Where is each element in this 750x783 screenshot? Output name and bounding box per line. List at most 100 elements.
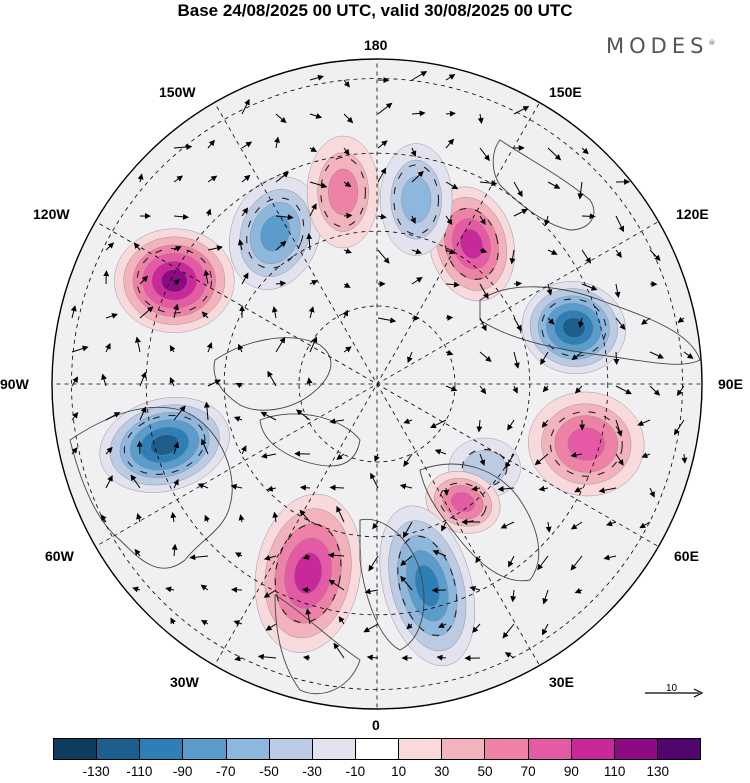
wind-vector xyxy=(615,453,624,466)
wind-vector xyxy=(615,317,626,330)
map-border xyxy=(51,58,703,710)
wind-vector xyxy=(135,336,141,353)
wind-vector xyxy=(471,485,481,492)
wind-vector xyxy=(434,449,447,455)
scandinavia-low-anomaly xyxy=(379,505,476,667)
wind-vector xyxy=(399,483,413,490)
anomaly-band xyxy=(460,228,483,259)
wind-vector xyxy=(275,280,287,287)
reference-vector-arrow xyxy=(645,688,704,698)
wind-vector xyxy=(509,249,516,265)
wind-vector xyxy=(241,207,249,217)
lon-label-150w: 150W xyxy=(159,84,196,100)
wind-vector xyxy=(513,106,530,115)
wind-vector xyxy=(445,138,455,149)
colorbar-swatch xyxy=(54,739,97,759)
wind-vector xyxy=(445,281,460,288)
wind-vector xyxy=(173,175,184,183)
circulation-streamline xyxy=(397,535,458,636)
wind-vector xyxy=(615,419,623,437)
wind-vector xyxy=(197,483,209,489)
wind-vector xyxy=(445,215,453,226)
wind-vector xyxy=(400,555,413,566)
wind-vector xyxy=(574,587,583,594)
colorbar-tick-label: 50 xyxy=(477,764,493,779)
wind-vector xyxy=(677,316,685,323)
wind-vector xyxy=(130,474,141,489)
colorbar-swatch xyxy=(96,739,140,759)
wind-vector xyxy=(338,616,345,625)
wind-vector xyxy=(570,555,583,571)
wind-vector xyxy=(170,617,176,625)
wind-vector xyxy=(683,351,694,359)
wind-vector xyxy=(343,248,352,254)
bering-high-anomaly xyxy=(306,135,380,249)
coastline xyxy=(479,286,701,365)
wind-vector xyxy=(479,317,487,332)
wind-vector xyxy=(504,652,515,659)
wind-vector xyxy=(411,170,424,183)
wind-vector xyxy=(302,553,311,560)
wind-vector xyxy=(570,521,583,530)
wind-vector xyxy=(479,283,489,300)
wind-vector xyxy=(309,280,318,286)
wind-vector xyxy=(241,98,250,115)
wind-vector xyxy=(614,283,621,298)
wind-vector xyxy=(235,382,243,389)
wind-vector xyxy=(230,483,243,490)
wind-vector xyxy=(476,419,483,433)
wind-vector xyxy=(547,249,558,255)
wind-vector xyxy=(308,306,315,319)
colorbar-swatch xyxy=(398,739,442,759)
wind-vector xyxy=(497,485,515,492)
wind-vector xyxy=(578,317,584,328)
lon-label-180: 180 xyxy=(364,37,388,53)
wind-vector xyxy=(207,175,218,183)
wind-vector xyxy=(343,181,352,187)
lon-label-150e: 150E xyxy=(549,84,582,100)
wind-vector xyxy=(241,272,249,285)
wind-vector xyxy=(173,213,189,220)
wind-vector xyxy=(581,147,589,155)
wind-vector xyxy=(445,181,459,190)
wind-vector xyxy=(570,452,583,458)
wind-vector xyxy=(274,136,281,149)
wind-vector xyxy=(363,623,379,633)
lon-label-30w: 30W xyxy=(170,674,199,690)
wind-vector xyxy=(200,620,209,626)
wind-vector xyxy=(411,248,422,255)
wind-vector xyxy=(546,283,553,296)
wind-vector xyxy=(305,608,312,625)
wind-vector xyxy=(137,173,144,183)
circulation-streamline xyxy=(123,414,206,475)
wind-vector xyxy=(537,555,549,571)
wind-vector xyxy=(613,351,620,365)
wind-vector xyxy=(479,385,487,395)
circulation-streamline xyxy=(320,156,366,228)
wind-vector xyxy=(541,419,549,428)
wind-vector xyxy=(510,589,517,603)
wind-vector xyxy=(502,623,515,639)
wind-vector xyxy=(272,511,279,523)
wind-vector xyxy=(432,550,447,557)
wind-vector xyxy=(500,521,515,529)
colorbar-swatch xyxy=(354,739,399,759)
latitude-circle xyxy=(298,305,456,463)
wind-vector xyxy=(171,543,178,557)
latitude-circle xyxy=(145,152,609,616)
colorbar-tick-label: -70 xyxy=(216,764,236,779)
wind-vector xyxy=(581,283,598,291)
wind-vector xyxy=(71,447,78,455)
graticule xyxy=(52,59,702,709)
wind-vector xyxy=(377,102,393,115)
wind-vector xyxy=(201,311,209,319)
wind-vector xyxy=(71,376,79,387)
wind-vector xyxy=(534,453,549,466)
colorbar-tick-label: 130 xyxy=(646,764,670,779)
wind-vector xyxy=(302,654,311,661)
coastline xyxy=(359,518,425,651)
colorbar-swatch xyxy=(182,739,226,759)
wind-vector xyxy=(513,209,528,217)
wind-vector xyxy=(479,180,498,187)
wind-vector xyxy=(547,317,555,325)
